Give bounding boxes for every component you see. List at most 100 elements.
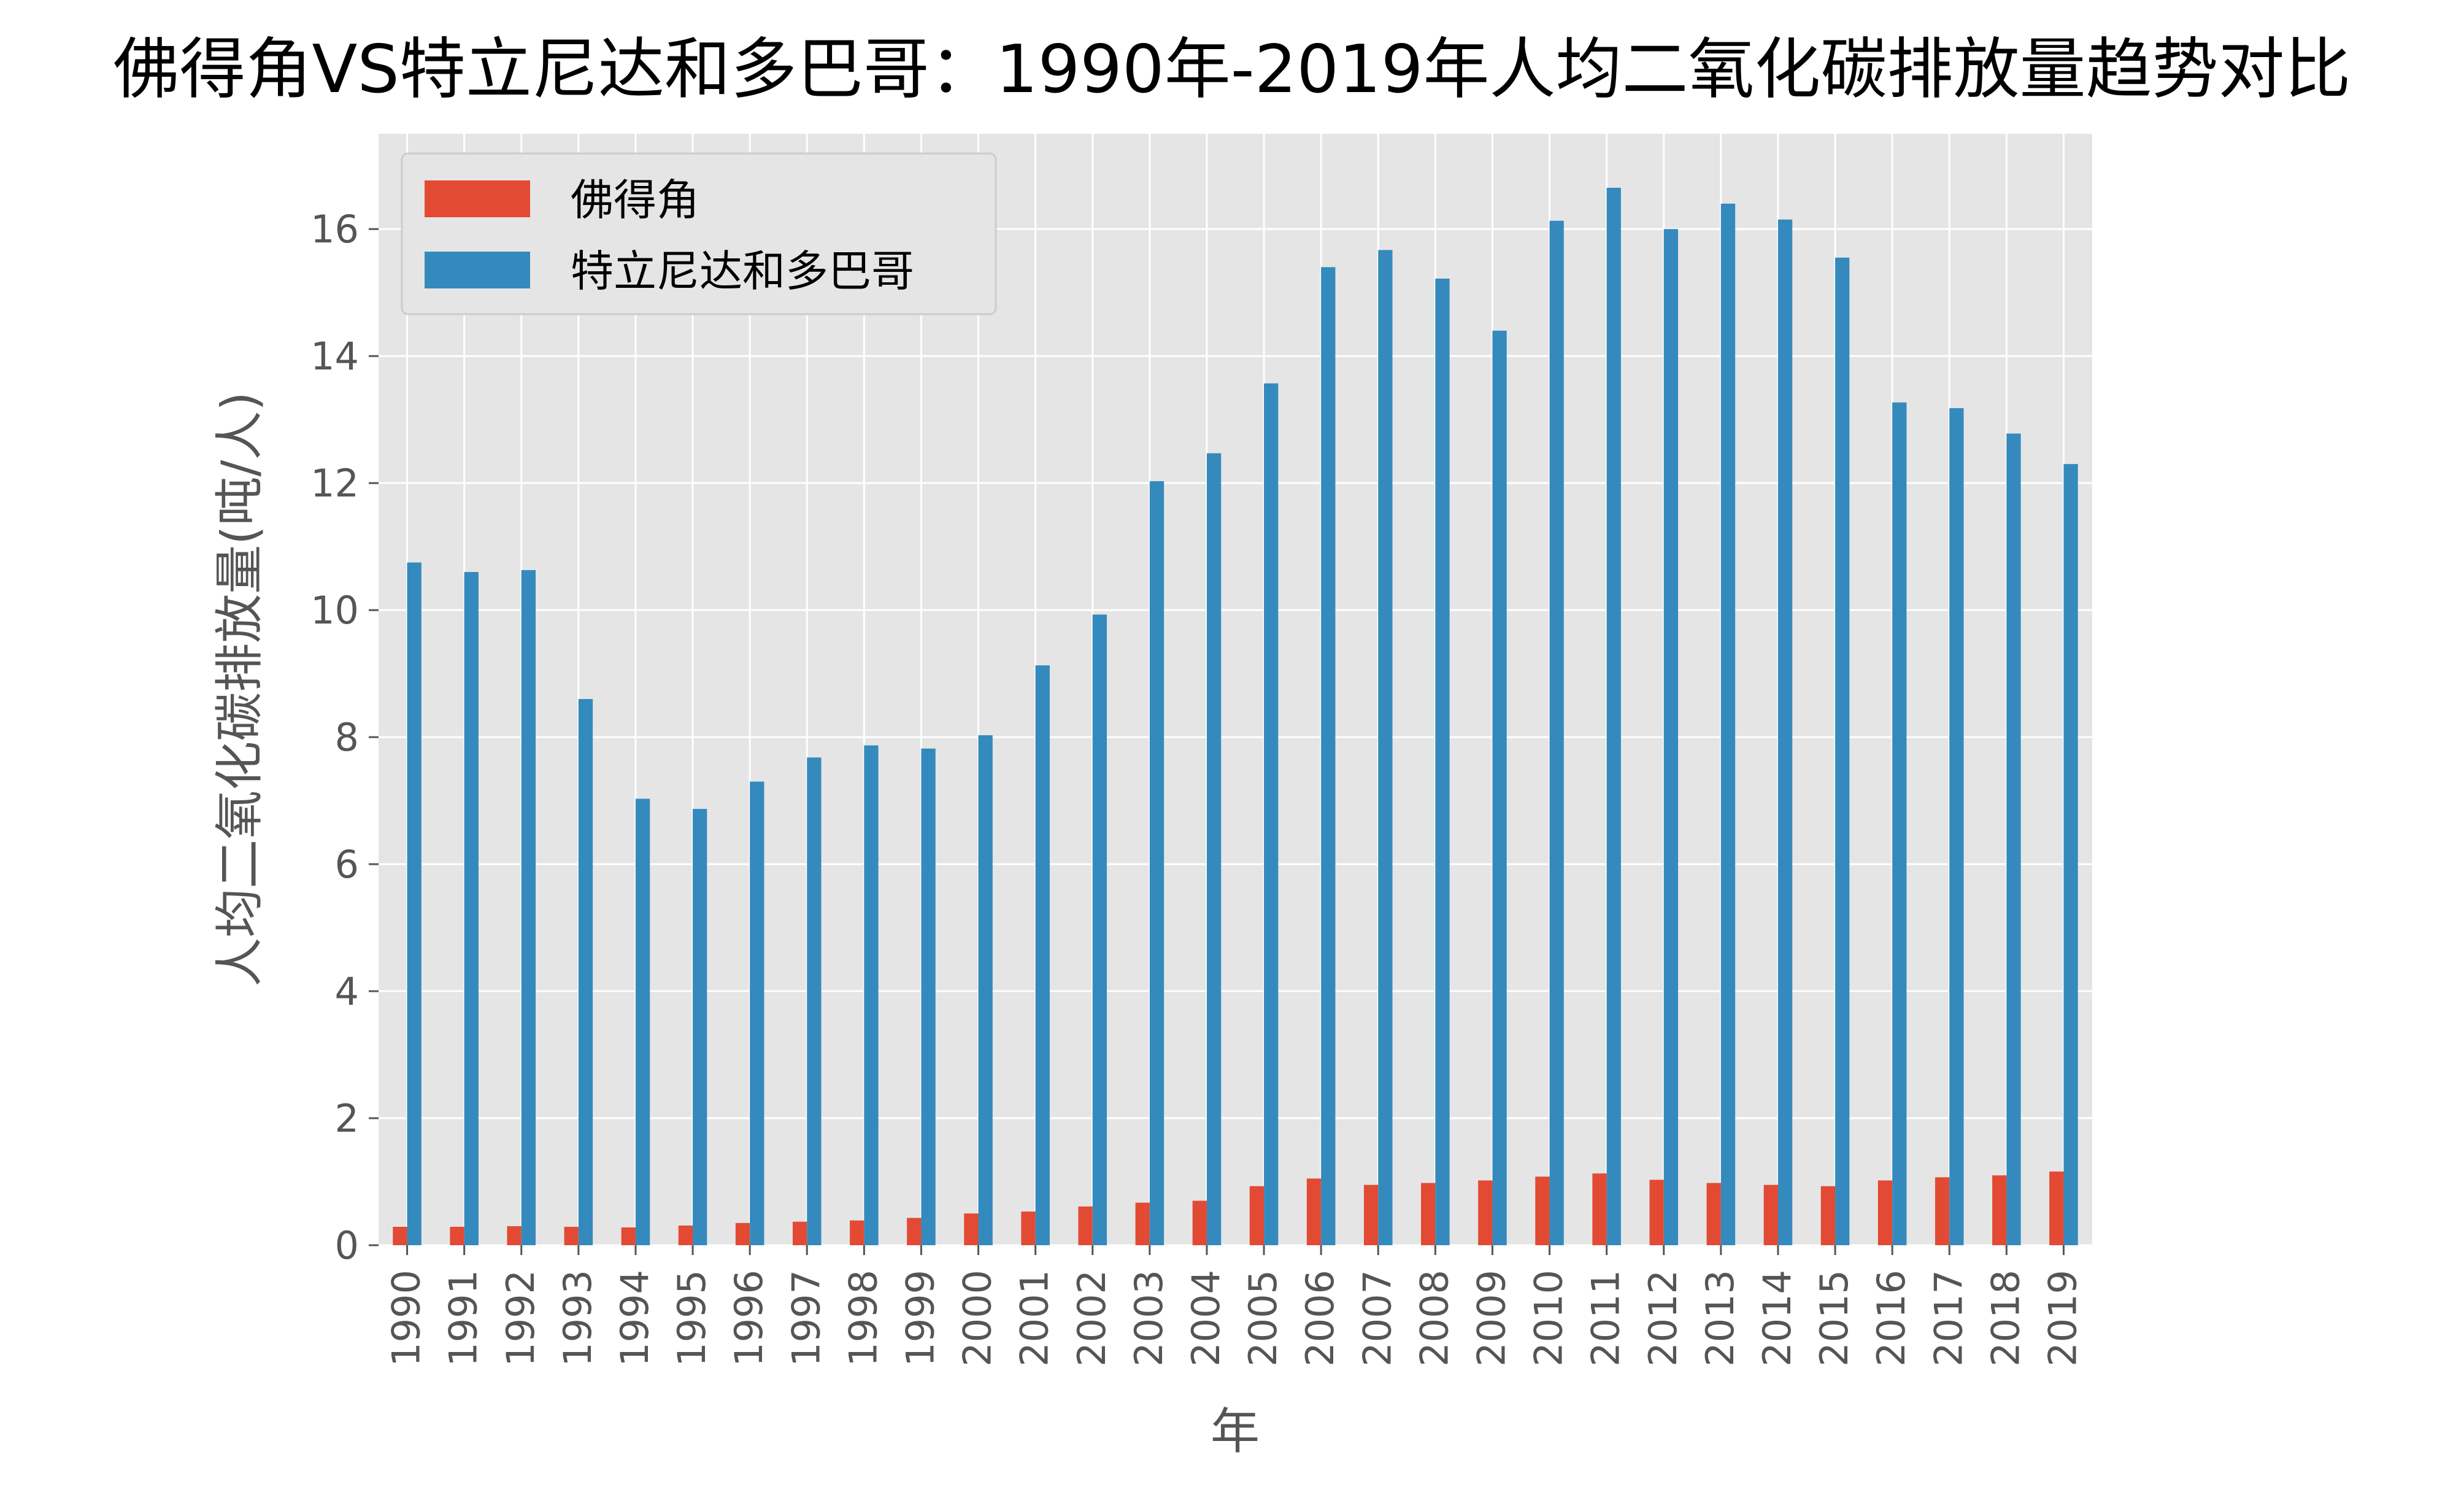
bar-trinidad-and-tobago-2018 [2006,433,2021,1245]
bar-cape-verde-2005 [1249,1186,1265,1245]
x-tick-label-2011: 2011 [1584,1270,1628,1367]
x-tick-label-1999: 1999 [898,1270,942,1367]
bar-trinidad-and-tobago-2014 [1777,219,1793,1246]
bar-trinidad-and-tobago-1998 [864,745,879,1245]
x-tick-label-2010: 2010 [1527,1270,1571,1367]
plot-area [379,134,2092,1245]
x-tick-label-2000: 2000 [955,1270,1000,1367]
bar-trinidad-and-tobago-2008 [1435,278,1450,1246]
x-tick-label-2007: 2007 [1355,1270,1399,1367]
bar-cape-verde-2018 [1992,1175,2007,1245]
bar-trinidad-and-tobago-2010 [1549,220,1564,1246]
bar-cape-verde-2002 [1078,1206,1093,1245]
bar-trinidad-and-tobago-2016 [1892,402,1907,1245]
legend: 佛得角 特立尼达和多巴哥 [401,152,997,315]
bar-cape-verde-2000 [964,1213,979,1245]
x-tick-label-1992: 1992 [498,1270,543,1367]
y-tick-label-12: 12 [310,461,359,506]
y-tick-label-0: 0 [335,1223,359,1268]
x-tick-label-1998: 1998 [841,1270,885,1367]
bar-trinidad-and-tobago-2006 [1321,267,1336,1245]
bar-trinidad-and-tobago-2009 [1492,330,1507,1246]
bar-trinidad-and-tobago-1992 [521,570,536,1246]
bar-trinidad-and-tobago-1991 [464,572,479,1245]
bar-trinidad-and-tobago-1999 [921,748,936,1245]
bar-cape-verde-1998 [850,1220,864,1245]
bar-trinidad-and-tobago-2012 [1663,229,1679,1246]
bar-trinidad-and-tobago-2001 [1035,665,1050,1245]
x-tick-label-1993: 1993 [555,1270,600,1367]
bar-cape-verde-2014 [1763,1184,1778,1245]
legend-label-cape-verde: 佛得角 [571,175,699,225]
bar-trinidad-and-tobago-1996 [750,781,764,1245]
bar-cape-verde-2008 [1421,1183,1436,1245]
y-tick-label-10: 10 [310,588,359,633]
bar-cape-verde-1997 [792,1221,807,1245]
bar-cape-verde-1993 [564,1226,579,1245]
bar-cape-verde-2010 [1535,1176,1550,1245]
x-tick-label-2015: 2015 [1812,1270,1857,1367]
x-tick-label-2019: 2019 [2040,1270,2085,1367]
y-tick-label-4: 4 [335,969,359,1014]
y-tick-label-14: 14 [310,334,359,379]
bars [393,187,2078,1246]
bar-trinidad-and-tobago-2015 [1835,257,1850,1246]
x-axis-label: 年 [1211,1403,1260,1460]
bar-trinidad-and-tobago-1990 [407,562,422,1245]
bar-cape-verde-1992 [507,1226,522,1245]
bar-cape-verde-2006 [1306,1178,1322,1245]
bar-trinidad-and-tobago-2011 [1606,187,1621,1245]
bar-trinidad-and-tobago-2019 [2063,464,2078,1245]
bar-cape-verde-2017 [1935,1177,1950,1245]
x-tick-label-2005: 2005 [1241,1270,1285,1367]
bar-trinidad-and-tobago-1993 [578,699,593,1245]
y-tick-label-6: 6 [335,842,359,887]
x-tick-label-2016: 2016 [1869,1270,1914,1367]
x-tick-label-2012: 2012 [1641,1270,1685,1367]
x-tick-label-2004: 2004 [1184,1270,1228,1367]
axes: 0 2 4 6 8 10 12 14 16 1990 1991 1992 1993 1994 1995 199… [310,207,2085,1367]
legend-box [401,152,997,315]
bar-cape-verde-2001 [1021,1211,1036,1245]
bar-cape-verde-2019 [2049,1171,2064,1245]
bar-cape-verde-2007 [1363,1184,1379,1245]
bar-cape-verde-1990 [393,1226,407,1245]
bar-trinidad-and-tobago-2002 [1092,614,1107,1245]
x-tick-label-1994: 1994 [612,1270,657,1367]
x-tick-label-2018: 2018 [1983,1270,2028,1367]
x-tick-label-1997: 1997 [783,1270,828,1367]
bar-cape-verde-1996 [735,1223,750,1245]
bar-cape-verde-1995 [678,1225,693,1245]
y-tick-label-8: 8 [335,715,359,760]
x-tick-label-2006: 2006 [1298,1270,1342,1367]
bar-trinidad-and-tobago-2005 [1264,383,1279,1245]
bar-cape-verde-2012 [1649,1180,1664,1245]
bar-cape-verde-2004 [1192,1200,1207,1245]
bar-cape-verde-2013 [1706,1183,1721,1245]
bar-cape-verde-2009 [1478,1180,1493,1245]
bar-trinidad-and-tobago-2003 [1149,481,1165,1245]
x-tick-label-1990: 1990 [384,1270,429,1367]
x-tick-label-1991: 1991 [441,1270,486,1367]
x-tick-label-2008: 2008 [1412,1270,1457,1367]
bar-cape-verde-2015 [1820,1186,1836,1245]
bar-trinidad-and-tobago-1997 [807,757,822,1245]
bar-trinidad-and-tobago-2007 [1378,250,1393,1245]
legend-label-trinidad-and-tobago: 特立尼达和多巴哥 [571,246,914,296]
y-axis-label: 人均二氧化碳排放量(吨/人) [211,392,268,986]
bar-cape-verde-1999 [907,1218,922,1245]
legend-swatch-cape-verde [425,180,530,217]
legend-swatch-trinidad-and-tobago [425,252,530,288]
bar-cape-verde-2011 [1592,1173,1607,1245]
bar-cape-verde-1991 [450,1226,464,1245]
x-tick-label-2002: 2002 [1069,1270,1114,1367]
x-tick-label-2001: 2001 [1012,1270,1057,1367]
bar-trinidad-and-tobago-2013 [1720,203,1736,1246]
bar-trinidad-and-tobago-1995 [693,809,707,1245]
bar-trinidad-and-tobago-2004 [1206,453,1222,1245]
bar-cape-verde-2016 [1877,1180,1893,1245]
x-tick-label-1996: 1996 [726,1270,771,1367]
bar-cape-verde-1994 [621,1227,636,1245]
